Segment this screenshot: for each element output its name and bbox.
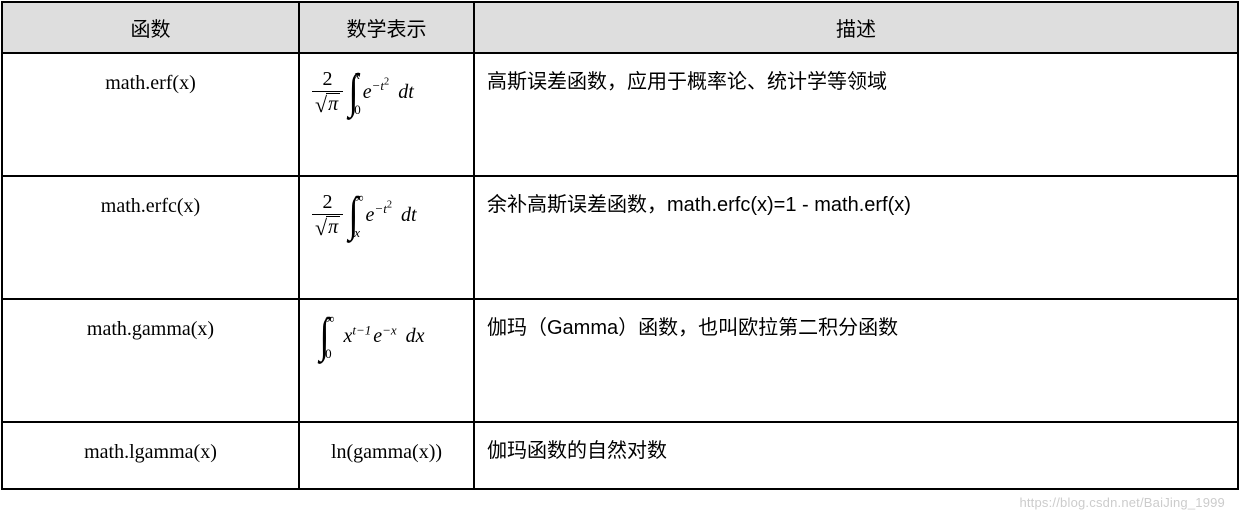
- math-functions-table: 函数 数学表示 描述 math.erf(x) 2 √π ∫: [1, 1, 1239, 490]
- func-name: math.lgamma(x): [3, 423, 298, 464]
- func-name: math.erfc(x): [3, 177, 298, 218]
- table-row: math.erfc(x) 2 √π ∫ ∞ x: [2, 176, 1238, 299]
- func-name: math.gamma(x): [3, 300, 298, 341]
- col-header-math: 数学表示: [299, 2, 474, 53]
- table-row: math.lgamma(x) ln(gamma(x)) 伽玛函数的自然对数: [2, 422, 1238, 489]
- func-desc: 高斯误差函数，应用于概率论、统计学等领域: [475, 54, 1237, 96]
- math-formula-erf: 2 √π ∫ x 0 e−t2 dt: [300, 54, 473, 137]
- math-formula-lgamma: ln(gamma(x)): [300, 423, 473, 482]
- table-row: math.gamma(x) ∫ ∞ 0 xt−1e−x: [2, 299, 1238, 422]
- table-row: math.erf(x) 2 √π ∫ x 0: [2, 53, 1238, 176]
- func-desc: 伽玛（Gamma）函数，也叫欧拉第二积分函数: [475, 300, 1237, 342]
- func-desc: 伽玛函数的自然对数: [475, 423, 1237, 465]
- math-formula-gamma: ∫ ∞ 0 xt−1e−x dx: [300, 300, 473, 380]
- col-header-func: 函数: [2, 2, 299, 53]
- watermark-text: https://blog.csdn.net/BaiJing_1999: [1019, 495, 1225, 510]
- func-desc: 余补高斯误差函数，math.erfc(x)=1 - math.erf(x): [475, 177, 1237, 219]
- col-header-desc: 描述: [474, 2, 1238, 53]
- func-name: math.erf(x): [3, 54, 298, 95]
- math-formula-erfc: 2 √π ∫ ∞ x e−t2 dt: [300, 177, 473, 260]
- table-header-row: 函数 数学表示 描述: [2, 2, 1238, 53]
